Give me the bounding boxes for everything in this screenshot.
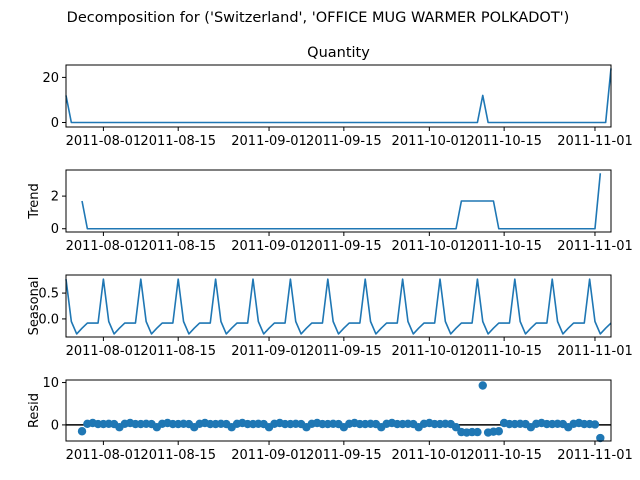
xtick-label-observed-5: 2011-10-15 xyxy=(466,134,542,149)
ytick-label-observed-1: 20 xyxy=(42,71,59,86)
ytick-label-seasonal-0: 0.0 xyxy=(38,312,59,327)
resid-point-2011-10-10 xyxy=(473,427,482,437)
xtick-label-seasonal-6: 2011-11-01 xyxy=(557,344,633,359)
xtick-label-trend-2: 2011-09-01 xyxy=(231,239,307,254)
series-line-seasonal xyxy=(65,278,612,335)
xtick-label-seasonal-0: 2011-08-01 xyxy=(66,344,142,359)
xtick-label-resid-3: 2011-09-15 xyxy=(306,448,382,463)
xtick-label-resid-6: 2011-11-01 xyxy=(557,448,633,463)
xtick-label-resid-1: 2011-08-15 xyxy=(140,448,216,463)
xtick-label-resid-2: 2011-09-01 xyxy=(231,448,307,463)
xtick-label-resid-0: 2011-08-01 xyxy=(66,448,142,463)
xtick-label-observed-0: 2011-08-01 xyxy=(66,134,142,149)
resid-point-2011-11-01 xyxy=(590,420,600,429)
xtick-label-resid-5: 2011-10-15 xyxy=(466,448,542,463)
xtick-label-trend-5: 2011-10-15 xyxy=(466,239,542,254)
axes-frame-observed xyxy=(65,64,612,128)
xtick-label-seasonal-3: 2011-09-15 xyxy=(306,344,382,359)
xtick-label-seasonal-2: 2011-09-01 xyxy=(231,344,307,359)
resid-point-2011-10-11 xyxy=(478,381,487,390)
xtick-label-trend-1: 2011-08-15 xyxy=(140,239,216,254)
resid-point-2011-11-02 xyxy=(596,433,605,443)
xtick-label-observed-6: 2011-11-01 xyxy=(557,134,633,149)
resid-point-2011-07-28 xyxy=(77,427,87,436)
panel-title-observed: Quantity xyxy=(307,45,370,61)
ytick-label-trend-0: 0 xyxy=(51,222,59,237)
xtick-label-observed-1: 2011-08-15 xyxy=(140,134,216,149)
ytick-label-trend-1: 2 xyxy=(51,190,59,205)
xtick-label-trend-0: 2011-08-01 xyxy=(66,239,142,254)
figure-title: Decomposition for ('Switzerland', 'OFFIC… xyxy=(67,10,570,26)
ytick-label-seasonal-1: 0.5 xyxy=(38,287,59,302)
axes-frame-resid xyxy=(65,379,612,442)
axes-frame-trend xyxy=(65,169,612,233)
xtick-label-trend-3: 2011-09-15 xyxy=(306,239,382,254)
panel-observed: Quantity 0 20 2011-08-01 2011-08-15 2011-09-0… xyxy=(42,45,632,149)
ylabel-resid: Resid xyxy=(27,393,42,428)
xtick-label-seasonal-4: 2011-10-01 xyxy=(392,344,468,359)
series-line-observed xyxy=(65,68,612,124)
resid-point-2011-10-06 xyxy=(451,423,461,432)
xtick-label-trend-6: 2011-11-01 xyxy=(557,239,633,254)
xtick-label-observed-3: 2011-09-15 xyxy=(306,134,382,149)
xtick-label-observed-2: 2011-09-01 xyxy=(231,134,307,149)
ylabel-seasonal: Seasonal xyxy=(27,277,42,336)
series-line-trend xyxy=(81,173,602,230)
xtick-label-seasonal-5: 2011-10-15 xyxy=(466,344,542,359)
xtick-label-observed-4: 2011-10-01 xyxy=(392,134,468,149)
ytick-label-resid-0: 0 xyxy=(51,418,59,433)
ylabel-trend: Trend xyxy=(27,183,42,220)
resid-point-2011-10-14 xyxy=(494,427,503,436)
xtick-label-trend-4: 2011-10-01 xyxy=(392,239,468,254)
xtick-label-seasonal-1: 2011-08-15 xyxy=(140,344,216,359)
axes-frame-seasonal xyxy=(65,274,612,338)
ytick-label-resid-1: 10 xyxy=(42,376,59,391)
xtick-label-resid-4: 2011-10-01 xyxy=(392,448,468,463)
ytick-label-observed-0: 0 xyxy=(51,116,59,131)
